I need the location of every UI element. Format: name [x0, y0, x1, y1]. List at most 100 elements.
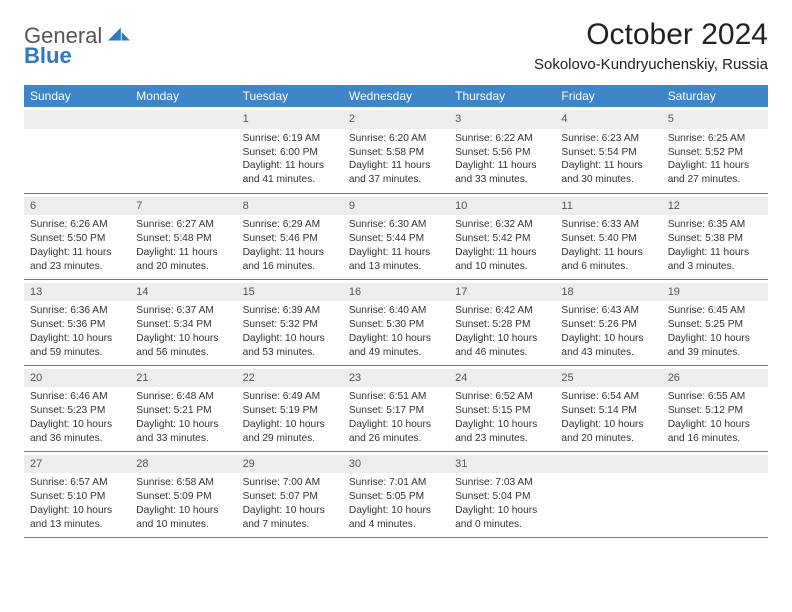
logo-sail-icon: [108, 27, 130, 43]
day-number: 24: [449, 369, 555, 388]
day-number: 9: [343, 197, 449, 216]
day-number: 21: [130, 369, 236, 388]
calendar-cell: 13 Sunrise: 6:36 AMSunset: 5:36 PMDayligh…: [24, 279, 130, 365]
header: General Blue October 2024 Sokolovo-Kundr…: [24, 18, 768, 77]
calendar-cell: 28Sunrise: 6:58 AMSunset: 5:09 PMDayligh…: [130, 451, 236, 537]
day-number: 30: [343, 455, 449, 474]
day-info: Sunrise: 6:39 AMSunset: 5:32 PMDaylight:…: [243, 304, 337, 359]
day-header: Sunday: [24, 85, 130, 107]
calendar-cell: 1Sunrise: 6:19 AMSunset: 6:00 PMDaylight…: [237, 107, 343, 193]
day-info: Sunrise: 6:57 AMSunset: 5:10 PMDaylight:…: [30, 476, 124, 531]
calendar-cell: 11 Sunrise: 6:33 AMSunset: 5:40 PMDayligh…: [555, 193, 661, 279]
calendar-week-row: 6Sunrise: 6:26 AMSunset: 5:50 PMDaylight…: [24, 193, 768, 279]
day-info: Sunrise: 6:35 AMSunset: 5:38 PMDaylight:…: [668, 218, 762, 273]
calendar-cell: [24, 107, 130, 193]
day-header: Thursday: [449, 85, 555, 107]
calendar-cell: 10Sunrise: 6:32 AMSunset: 5:42 PMDayligh…: [449, 193, 555, 279]
day-info: Sunrise: 6:40 AMSunset: 5:30 PMDaylight:…: [349, 304, 443, 359]
calendar-cell: 29Sunrise: 7:00 AMSunset: 5:07 PMDayligh…: [237, 451, 343, 537]
day-info: Sunrise: 6:58 AMSunset: 5:09 PMDaylight:…: [136, 476, 230, 531]
calendar-cell: 18 Sunrise: 6:43 AMSunset: 5:26 PMDayligh…: [555, 279, 661, 365]
calendar-cell: 30Sunrise: 7:01 AMSunset: 5:05 PMDayligh…: [343, 451, 449, 537]
calendar-week-row: 1Sunrise: 6:19 AMSunset: 6:00 PMDaylight…: [24, 107, 768, 193]
calendar-cell: 23Sunrise: 6:51 AMSunset: 5:17 PMDayligh…: [343, 365, 449, 451]
day-info: Sunrise: 6:20 AMSunset: 5:58 PMDaylight:…: [349, 132, 443, 187]
day-number: 14: [130, 283, 236, 302]
day-number: 3: [449, 110, 555, 129]
day-info: Sunrise: 6:25 AMSunset: 5:52 PMDaylight:…: [668, 132, 762, 187]
day-number: 16: [343, 283, 449, 302]
day-info: Sunrise: 7:00 AMSunset: 5:07 PMDaylight:…: [243, 476, 337, 531]
day-number: 2: [343, 110, 449, 129]
day-number: 15: [237, 283, 343, 302]
calendar-cell: 6Sunrise: 6:26 AMSunset: 5:50 PMDaylight…: [24, 193, 130, 279]
calendar-cell: 17 Sunrise: 6:42 AMSunset: 5:28 PMDayligh…: [449, 279, 555, 365]
day-info: Sunrise: 6:27 AMSunset: 5:48 PMDaylight:…: [136, 218, 230, 273]
day-number: 31: [449, 455, 555, 474]
calendar-week-row: 27 Sunrise: 6:57 AMSunset: 5:10 PMDayligh…: [24, 451, 768, 537]
day-info: Sunrise: 6:22 AMSunset: 5:56 PMDaylight:…: [455, 132, 549, 187]
title-block: October 2024 Sokolovo-Kundryuchenskiy, R…: [534, 18, 768, 77]
calendar-week-row: 20 Sunrise: 6:46 AMSunset: 5:23 PMDayligh…: [24, 365, 768, 451]
day-info: Sunrise: 6:23 AMSunset: 5:54 PMDaylight:…: [561, 132, 655, 187]
calendar-cell: 9Sunrise: 6:30 AMSunset: 5:44 PMDaylight…: [343, 193, 449, 279]
calendar-cell: [555, 451, 661, 537]
day-info: Sunrise: 6:32 AMSunset: 5:42 PMDaylight:…: [455, 218, 549, 273]
day-info: Sunrise: 6:19 AMSunset: 6:00 PMDaylight:…: [243, 132, 337, 187]
calendar-cell: 7 Sunrise: 6:27 AMSunset: 5:48 PMDaylight…: [130, 193, 236, 279]
day-info: Sunrise: 6:33 AMSunset: 5:40 PMDaylight:…: [561, 218, 655, 273]
day-info: Sunrise: 6:54 AMSunset: 5:14 PMDaylight:…: [561, 390, 655, 445]
calendar-cell: 14 Sunrise: 6:37 AMSunset: 5:34 PMDayligh…: [130, 279, 236, 365]
calendar-cell: [130, 107, 236, 193]
calendar-cell: 8Sunrise: 6:29 AMSunset: 5:46 PMDaylight…: [237, 193, 343, 279]
day-header: Monday: [130, 85, 236, 107]
calendar-cell: 27 Sunrise: 6:57 AMSunset: 5:10 PMDayligh…: [24, 451, 130, 537]
day-number: 18: [555, 283, 661, 302]
day-info: Sunrise: 7:03 AMSunset: 5:04 PMDaylight:…: [455, 476, 549, 531]
day-number: 13: [24, 283, 130, 302]
calendar-cell: 2 Sunrise: 6:20 AMSunset: 5:58 PMDaylight…: [343, 107, 449, 193]
day-number: 5: [662, 110, 768, 129]
day-info: Sunrise: 6:46 AMSunset: 5:23 PMDaylight:…: [30, 390, 124, 445]
calendar-page: General Blue October 2024 Sokolovo-Kundr…: [0, 0, 792, 612]
day-number: 27: [24, 455, 130, 474]
calendar-header-row: SundayMondayTuesdayWednesdayThursdayFrid…: [24, 85, 768, 107]
day-number: 20: [24, 369, 130, 388]
day-info: Sunrise: 6:42 AMSunset: 5:28 PMDaylight:…: [455, 304, 549, 359]
day-info: Sunrise: 6:37 AMSunset: 5:34 PMDaylight:…: [136, 304, 230, 359]
day-number: 26: [662, 369, 768, 388]
day-info: Sunrise: 6:36 AMSunset: 5:36 PMDaylight:…: [30, 304, 124, 359]
day-info: Sunrise: 6:45 AMSunset: 5:25 PMDaylight:…: [668, 304, 762, 359]
day-header: Saturday: [662, 85, 768, 107]
day-info: Sunrise: 6:51 AMSunset: 5:17 PMDaylight:…: [349, 390, 443, 445]
day-number: 4: [555, 110, 661, 129]
calendar-cell: 5 Sunrise: 6:25 AMSunset: 5:52 PMDaylight…: [662, 107, 768, 193]
day-info: Sunrise: 6:43 AMSunset: 5:26 PMDaylight:…: [561, 304, 655, 359]
calendar-cell: 16 Sunrise: 6:40 AMSunset: 5:30 PMDayligh…: [343, 279, 449, 365]
calendar-cell: 31 Sunrise: 7:03 AMSunset: 5:04 PMDayligh…: [449, 451, 555, 537]
calendar-cell: 15 Sunrise: 6:39 AMSunset: 5:32 PMDayligh…: [237, 279, 343, 365]
calendar-cell: 12 Sunrise: 6:35 AMSunset: 5:38 PMDayligh…: [662, 193, 768, 279]
day-header: Wednesday: [343, 85, 449, 107]
calendar-cell: 20 Sunrise: 6:46 AMSunset: 5:23 PMDayligh…: [24, 365, 130, 451]
day-header: Friday: [555, 85, 661, 107]
day-header: Tuesday: [237, 85, 343, 107]
calendar-week-row: 13 Sunrise: 6:36 AMSunset: 5:36 PMDayligh…: [24, 279, 768, 365]
day-number: 7: [130, 197, 236, 216]
calendar-cell: 26Sunrise: 6:55 AMSunset: 5:12 PMDayligh…: [662, 365, 768, 451]
day-number: 25: [555, 369, 661, 388]
day-number: 12: [662, 197, 768, 216]
calendar-cell: 4 Sunrise: 6:23 AMSunset: 5:54 PMDaylight…: [555, 107, 661, 193]
day-number: 17: [449, 283, 555, 302]
logo-text: General Blue: [24, 24, 130, 67]
calendar-cell: 3 Sunrise: 6:22 AMSunset: 5:56 PMDaylight…: [449, 107, 555, 193]
day-info: Sunrise: 6:29 AMSunset: 5:46 PMDaylight:…: [243, 218, 337, 273]
day-number: 11: [555, 197, 661, 216]
day-info: Sunrise: 6:48 AMSunset: 5:21 PMDaylight:…: [136, 390, 230, 445]
calendar-cell: 24Sunrise: 6:52 AMSunset: 5:15 PMDayligh…: [449, 365, 555, 451]
calendar-table: SundayMondayTuesdayWednesdayThursdayFrid…: [24, 85, 768, 538]
calendar-cell: 19Sunrise: 6:45 AMSunset: 5:25 PMDayligh…: [662, 279, 768, 365]
calendar-cell: 25 Sunrise: 6:54 AMSunset: 5:14 PMDayligh…: [555, 365, 661, 451]
month-title: October 2024: [534, 18, 768, 52]
logo: General Blue: [24, 18, 130, 67]
